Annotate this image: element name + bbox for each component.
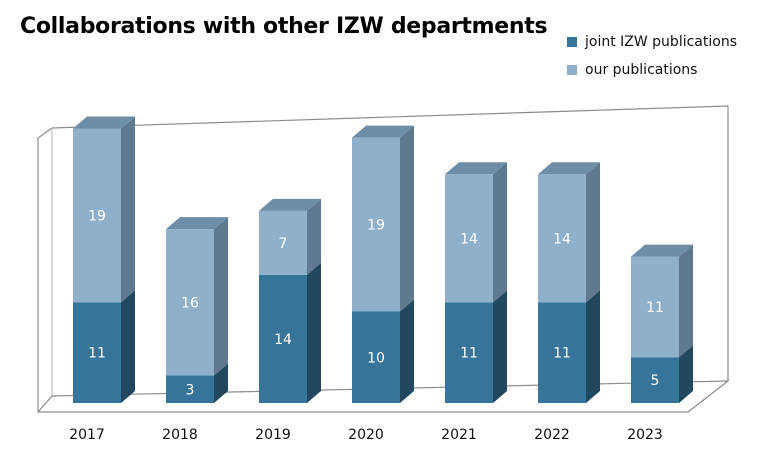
bar-2019-ours bbox=[259, 210, 307, 275]
legend-item-ours: our publications bbox=[567, 56, 737, 84]
data-label-2023-joint: 5 bbox=[651, 373, 660, 389]
bar-2019-top-face bbox=[259, 198, 321, 211]
bar-2022-ours bbox=[538, 174, 586, 303]
bar-2018-top-face bbox=[166, 217, 228, 230]
bar-2019-joint-side bbox=[307, 262, 321, 403]
bar-2022-ours-side bbox=[586, 162, 600, 303]
bar-2023-ours-side bbox=[679, 244, 693, 358]
data-label-2022-joint: 11 bbox=[553, 346, 571, 362]
bar-2017-top-face bbox=[73, 116, 135, 129]
chart-title: Collaborations with other IZW department… bbox=[20, 14, 548, 39]
frame-back-wall bbox=[51, 105, 729, 381]
bar-2018-joint bbox=[166, 375, 214, 403]
legend-item-joint: joint IZW publications bbox=[567, 28, 737, 56]
data-label-2018-ours: 16 bbox=[181, 295, 199, 311]
bar-2020-ours-side bbox=[400, 125, 414, 312]
bar-2017-ours-side bbox=[121, 116, 135, 303]
legend-label-ours: our publications bbox=[585, 62, 698, 78]
data-label-2020-ours: 19 bbox=[367, 218, 385, 234]
frame-left-wall bbox=[37, 127, 53, 412]
bar-2021-top-face bbox=[445, 162, 507, 175]
bar-2022-top-face bbox=[538, 162, 600, 175]
bar-2020-joint-side bbox=[400, 299, 414, 403]
data-label-2020-joint: 10 bbox=[367, 350, 385, 366]
bar-2021-ours bbox=[445, 174, 493, 303]
bar-2022-joint bbox=[538, 302, 586, 403]
bar-2017-ours bbox=[73, 128, 121, 303]
frame-floor bbox=[36, 380, 730, 413]
bar-2017-joint bbox=[73, 302, 121, 403]
bar-2020-ours bbox=[352, 137, 400, 312]
data-label-2017-joint: 11 bbox=[88, 346, 106, 362]
legend: joint IZW publications our publications bbox=[567, 28, 737, 84]
legend-swatch-joint bbox=[567, 37, 577, 47]
data-label-2017-ours: 19 bbox=[88, 208, 106, 224]
bar-2018-joint-side bbox=[214, 363, 228, 403]
bar-2019-ours-side bbox=[307, 198, 321, 275]
data-label-2019-ours: 7 bbox=[279, 236, 288, 252]
data-label-2021-joint: 11 bbox=[460, 346, 478, 362]
legend-swatch-ours bbox=[567, 65, 577, 75]
x-tick-label-2022: 2022 bbox=[534, 427, 570, 443]
bar-2018-ours bbox=[166, 229, 214, 376]
data-label-2022-ours: 14 bbox=[553, 231, 571, 247]
x-tick-label-2023: 2023 bbox=[627, 427, 663, 443]
bar-2020-top-face bbox=[352, 125, 414, 138]
bar-2022-joint-side bbox=[586, 290, 600, 403]
x-tick-label-2018: 2018 bbox=[162, 427, 198, 443]
x-tick-label-2021: 2021 bbox=[441, 427, 477, 443]
data-label-2023-ours: 11 bbox=[646, 300, 664, 316]
bar-2017-joint-side bbox=[121, 290, 135, 403]
bar-2021-joint-side bbox=[493, 290, 507, 403]
bar-2020-joint bbox=[352, 311, 400, 403]
bar-2023-top-face bbox=[631, 244, 693, 257]
bar-2023-joint-side bbox=[679, 345, 693, 403]
data-label-2018-joint: 3 bbox=[186, 382, 195, 398]
x-tick-label-2019: 2019 bbox=[255, 427, 291, 443]
data-label-2021-ours: 14 bbox=[460, 231, 478, 247]
bar-2023-joint bbox=[631, 357, 679, 403]
data-label-2019-joint: 14 bbox=[274, 332, 292, 348]
x-tick-label-2020: 2020 bbox=[348, 427, 384, 443]
bar-2021-joint bbox=[445, 302, 493, 403]
legend-label-joint: joint IZW publications bbox=[585, 34, 737, 50]
bar-2023-ours bbox=[631, 256, 679, 358]
x-tick-label-2017: 2017 bbox=[69, 427, 105, 443]
bar-2019-joint bbox=[259, 274, 307, 403]
bar-2018-ours-side bbox=[214, 217, 228, 376]
bar-2021-ours-side bbox=[493, 162, 507, 303]
